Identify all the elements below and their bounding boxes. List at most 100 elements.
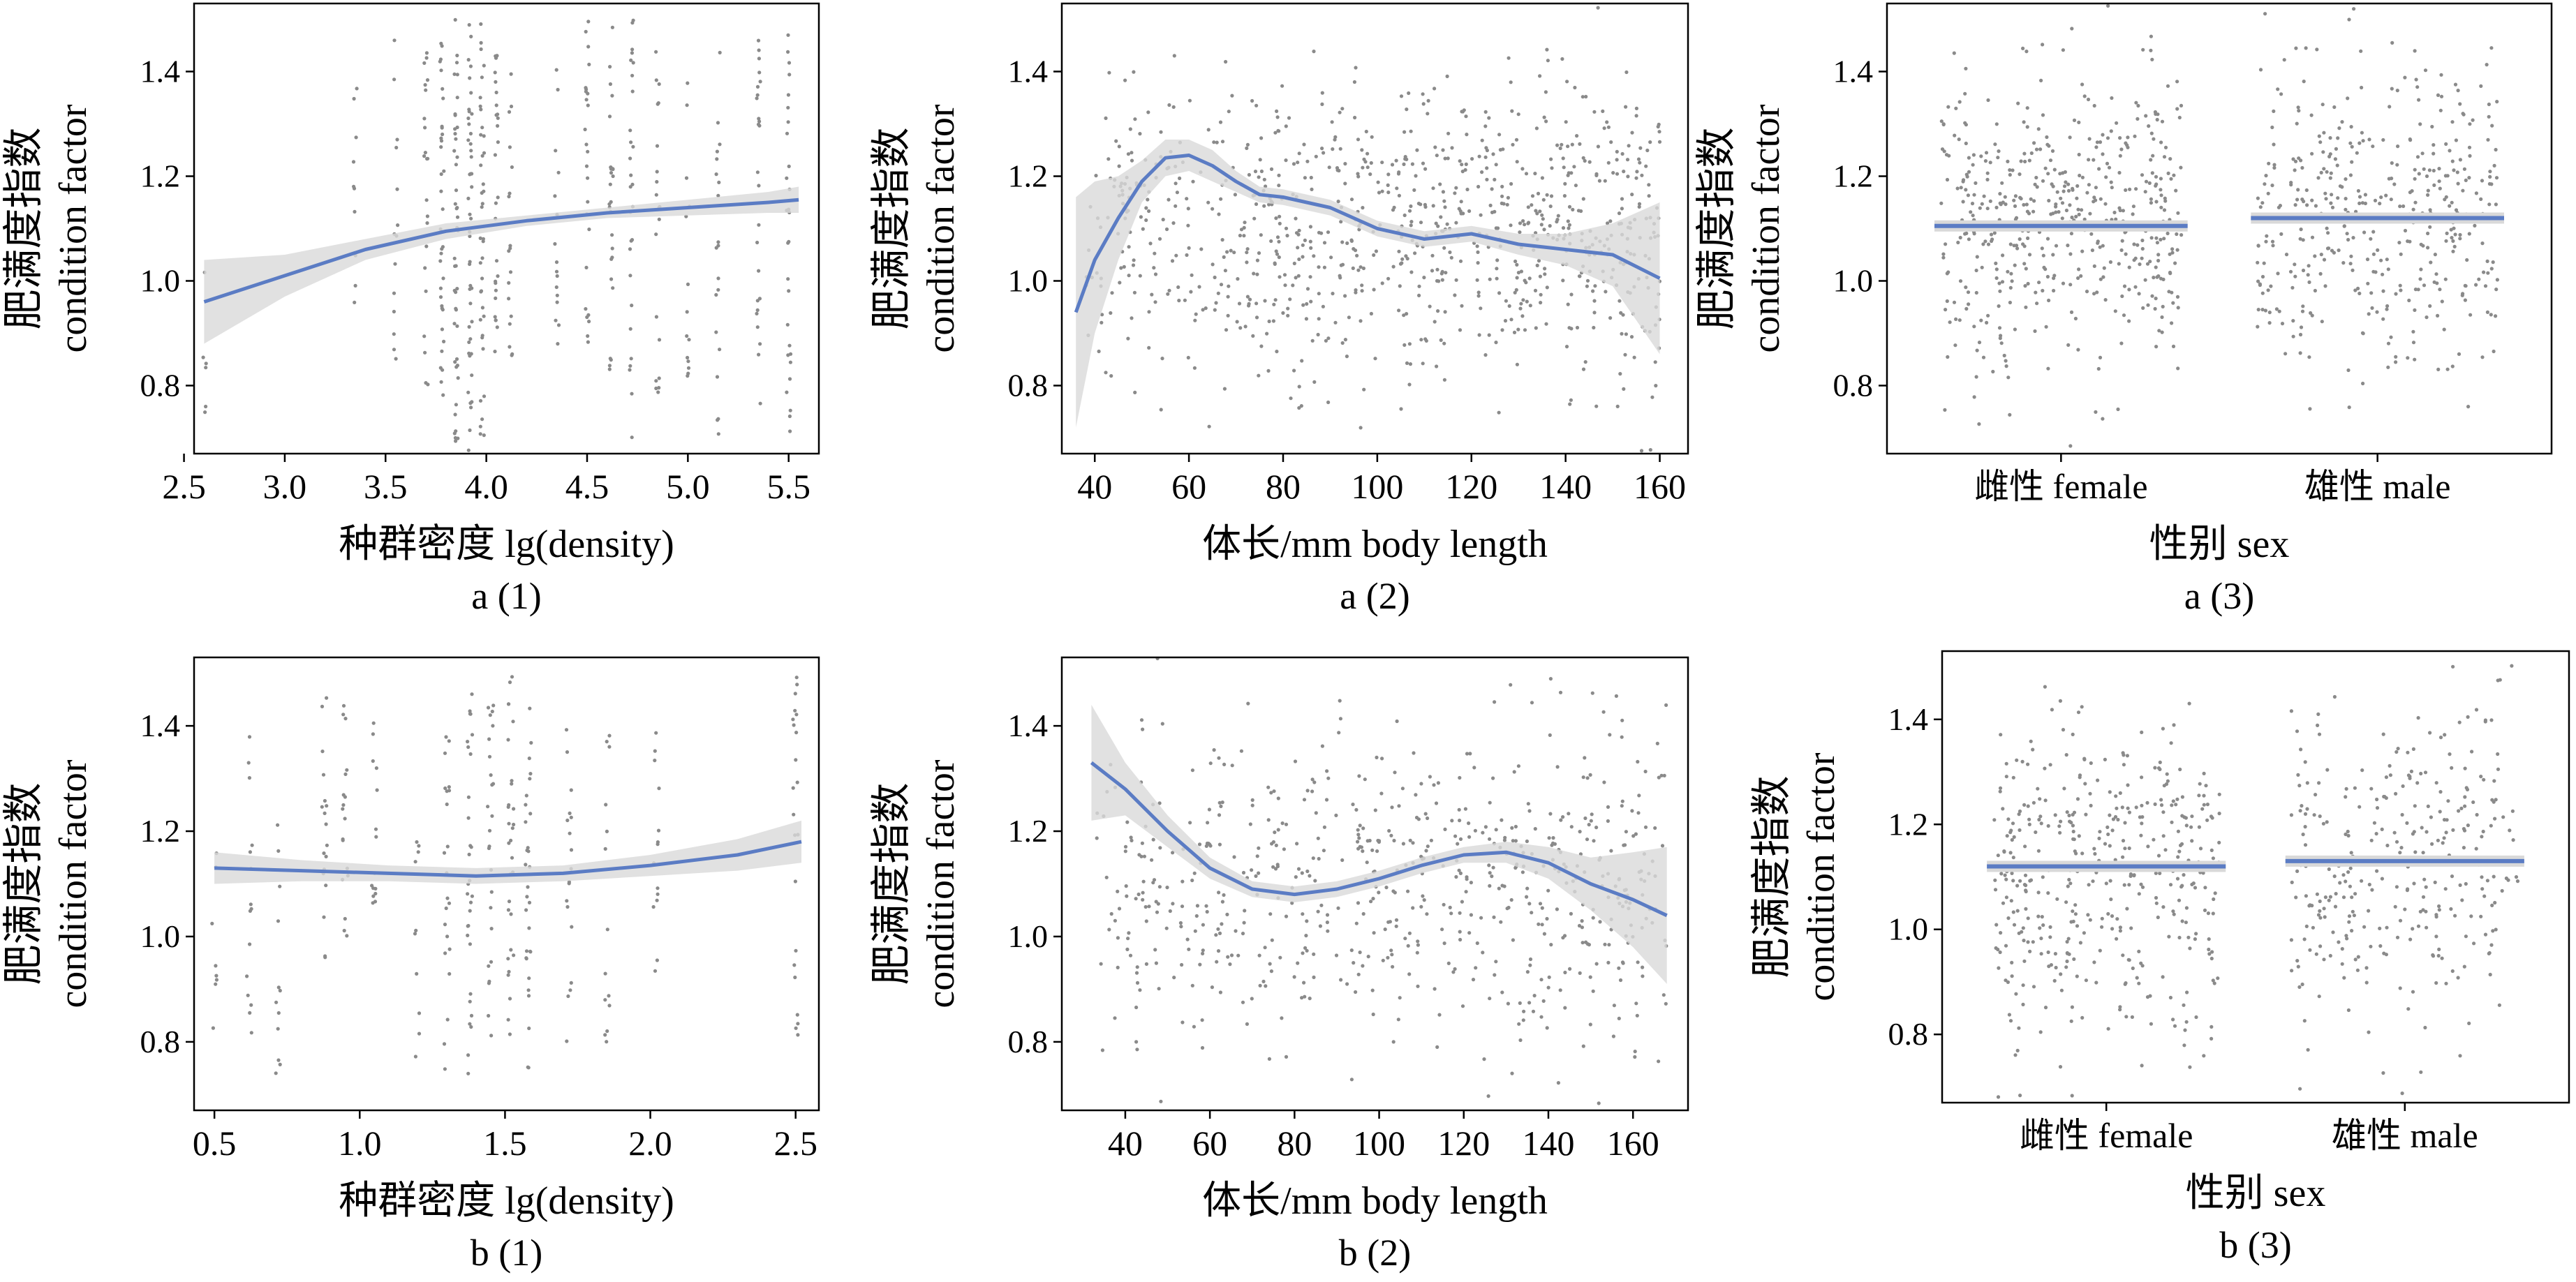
data-point <box>2156 258 2161 263</box>
data-point <box>1605 120 1609 124</box>
data-point <box>2480 875 2484 879</box>
data-point <box>1998 192 2002 196</box>
data-point <box>1527 221 1531 225</box>
data-point <box>1592 311 1597 315</box>
data-point <box>2385 258 2389 262</box>
data-point <box>2481 829 2485 834</box>
data-point <box>2365 258 2370 262</box>
data-point <box>655 170 659 174</box>
data-point <box>2066 343 2071 347</box>
data-point <box>1458 871 1463 875</box>
data-point <box>2061 281 2066 285</box>
data-point <box>1338 276 1342 280</box>
data-point <box>2329 171 2333 175</box>
data-point <box>1430 253 1435 258</box>
data-point <box>1941 252 1946 256</box>
data-point <box>2213 891 2217 895</box>
data-point <box>2152 137 2156 141</box>
data-point <box>1645 148 1650 153</box>
data-point <box>510 826 515 830</box>
data-point <box>2210 950 2214 954</box>
data-point <box>609 277 614 281</box>
data-point <box>276 1058 281 1062</box>
data-point <box>584 87 589 91</box>
data-point <box>480 75 484 80</box>
data-point <box>1296 246 1300 250</box>
data-point <box>2393 904 2397 909</box>
data-point <box>2322 907 2326 911</box>
data-point <box>2269 284 2273 288</box>
data-point <box>1337 168 1341 173</box>
data-point <box>2067 877 2071 882</box>
data-point <box>2023 873 2028 877</box>
data-point <box>1106 157 1111 161</box>
data-point <box>2413 288 2418 292</box>
data-point <box>2121 209 2125 213</box>
data-point <box>2464 178 2468 182</box>
data-point <box>2453 914 2457 918</box>
data-point <box>1254 202 1259 207</box>
data-point <box>1620 960 1625 964</box>
data-point <box>524 957 528 961</box>
data-point <box>2105 161 2110 165</box>
data-point <box>1506 195 1510 200</box>
data-point <box>1627 144 1631 148</box>
data-point <box>2024 267 2028 271</box>
data-point <box>1624 830 1628 834</box>
data-point <box>608 182 612 186</box>
data-point <box>2010 837 2014 842</box>
data-point <box>455 96 459 100</box>
data-point <box>2098 197 2103 201</box>
data-point <box>2298 332 2303 337</box>
data-point <box>249 902 253 907</box>
data-point <box>1580 919 1584 923</box>
data-point <box>2419 771 2423 776</box>
data-point <box>1305 301 1309 306</box>
data-point <box>1544 119 1548 124</box>
data-point <box>2328 176 2332 180</box>
data-point <box>1497 133 1502 137</box>
fit-line <box>203 197 799 304</box>
data-point <box>2150 294 2154 298</box>
data-point <box>2379 258 2383 262</box>
data-point <box>2022 262 2027 266</box>
data-point <box>1377 191 1382 195</box>
data-point <box>1390 805 1394 810</box>
data-point <box>2175 248 2179 252</box>
data-point <box>1358 823 1362 828</box>
data-point <box>2371 230 2376 234</box>
data-point <box>2295 869 2300 873</box>
data-point <box>1135 981 1140 985</box>
y-axis-label-en: condition factor <box>919 104 963 352</box>
data-point <box>423 350 427 355</box>
data-point <box>1359 845 1363 849</box>
data-point <box>2040 246 2044 251</box>
data-point <box>654 731 658 735</box>
data-point <box>2363 201 2367 206</box>
data-point <box>1130 151 1134 155</box>
data-point <box>480 306 485 310</box>
data-point <box>2001 901 2006 905</box>
data-point <box>1575 134 1579 138</box>
data-point <box>2413 804 2417 808</box>
data-point <box>794 1026 798 1030</box>
data-point <box>456 376 460 380</box>
data-point <box>1372 253 1376 258</box>
data-point <box>2394 885 2399 889</box>
data-point <box>2202 803 2206 807</box>
data-point <box>655 898 659 902</box>
data-point <box>1615 158 1619 162</box>
data-point <box>1969 210 1973 214</box>
data-point <box>1094 174 1098 178</box>
data-point <box>487 828 492 833</box>
data-point <box>2092 158 2096 162</box>
data-point <box>1572 165 1576 169</box>
data-point <box>2160 315 2164 320</box>
data-point <box>2450 364 2455 368</box>
data-point <box>656 886 660 890</box>
data-point <box>1389 833 1393 837</box>
data-point <box>423 266 427 270</box>
data-point <box>424 88 428 92</box>
data-point <box>468 999 472 1004</box>
data-point <box>2434 981 2438 985</box>
